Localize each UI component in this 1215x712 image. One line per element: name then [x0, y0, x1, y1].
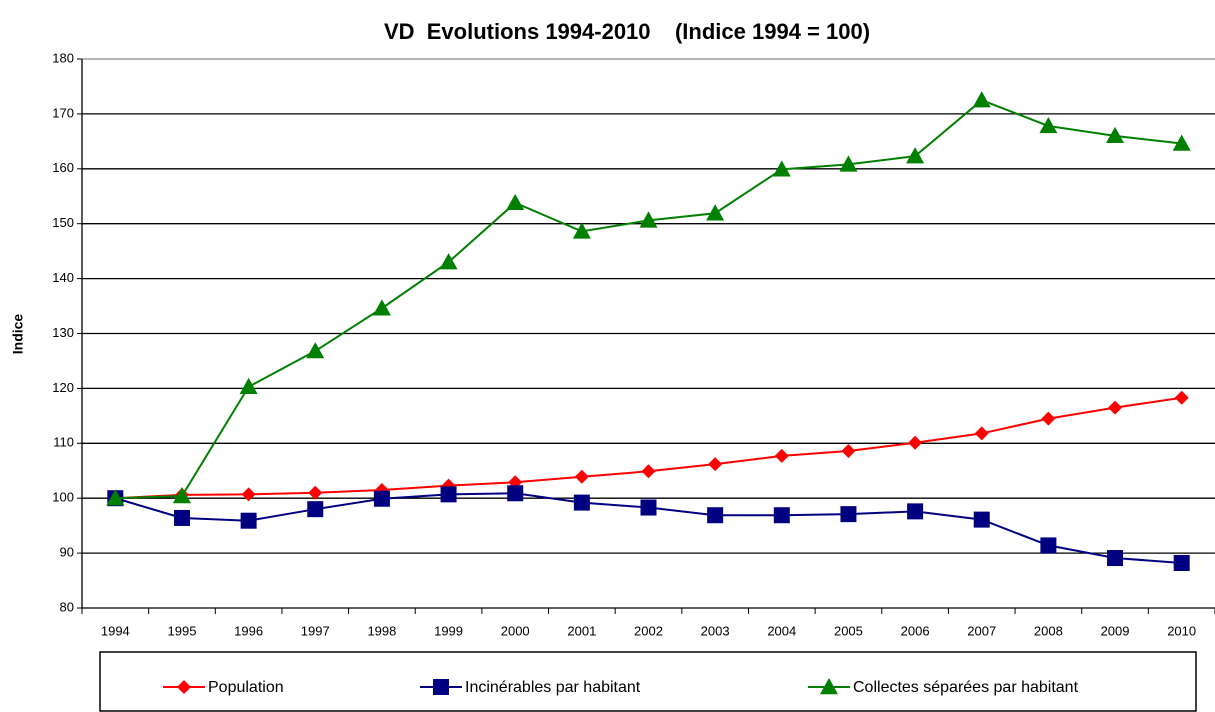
point [773, 507, 790, 524]
point [1173, 554, 1190, 571]
point [839, 155, 858, 172]
y-tick-label: 150 [52, 215, 74, 230]
y-tick-label: 140 [52, 270, 74, 285]
point [1039, 116, 1058, 134]
y-tick-label: 100 [52, 490, 74, 505]
x-tick-label: 1997 [301, 623, 330, 638]
x-tick-label: 2003 [701, 623, 730, 638]
point [639, 211, 658, 228]
point [1041, 411, 1056, 426]
x-tick-label: 2007 [967, 623, 996, 638]
x-tick-label: 2001 [567, 623, 596, 638]
legend-label: Incinérables par habitant [465, 679, 641, 696]
y-tick-label: 90 [60, 545, 74, 560]
point [106, 489, 125, 506]
y-tick-label: 170 [52, 105, 74, 120]
point [973, 511, 990, 528]
legend-label: Population [208, 679, 284, 696]
point [372, 299, 391, 316]
point [573, 494, 590, 511]
point [307, 501, 324, 518]
point [373, 490, 390, 507]
point [841, 443, 856, 458]
x-tick-label: 1999 [434, 623, 463, 638]
point [707, 507, 724, 524]
point [240, 512, 257, 529]
point [908, 435, 923, 450]
point [907, 503, 924, 520]
y-tick-label: 110 [53, 435, 74, 450]
y-tick-label: 180 [52, 50, 74, 65]
y-tick-label: 80 [60, 599, 74, 614]
x-tick-label: 1996 [234, 623, 263, 638]
point [308, 485, 323, 500]
point [1174, 390, 1189, 405]
x-tick-label: 1994 [101, 623, 130, 638]
x-tick-label: 2000 [501, 623, 530, 638]
point [774, 448, 789, 463]
point [439, 253, 458, 270]
x-tick-label: 2008 [1034, 623, 1063, 638]
point [772, 160, 791, 177]
point [706, 204, 725, 221]
x-tick-label: 2010 [1167, 623, 1196, 638]
legend-marker [433, 679, 449, 695]
x-tick-label: 2002 [634, 623, 663, 638]
point [1040, 537, 1057, 554]
y-tick-label: 160 [52, 160, 74, 175]
y-tick-label: 130 [52, 325, 74, 340]
point [906, 147, 925, 164]
series-line [115, 396, 1182, 500]
legend-label: Collectes séparées par habitant [853, 679, 1079, 696]
point [173, 509, 190, 526]
x-tick-label: 2006 [901, 623, 930, 638]
point [507, 485, 524, 502]
point [1172, 134, 1191, 151]
point [641, 464, 656, 479]
y-tick-label: 120 [52, 380, 74, 395]
x-tick-label: 1995 [168, 623, 197, 638]
legend-marker [177, 680, 191, 694]
point [506, 193, 525, 211]
x-tick-label: 1998 [367, 623, 396, 638]
x-tick-label: 2005 [834, 623, 863, 638]
legend-marker [820, 678, 838, 695]
chart-title: VD Evolutions 1994-2010 (Indice 1994 = 1… [384, 19, 870, 44]
point [241, 487, 256, 502]
point [708, 457, 723, 472]
point [840, 506, 857, 523]
y-axis-label: Indice [10, 314, 26, 355]
point [640, 499, 657, 516]
x-tick-label: 2009 [1101, 623, 1130, 638]
point [239, 377, 258, 394]
point [974, 426, 989, 441]
point [1108, 400, 1123, 415]
point [440, 486, 457, 503]
x-tick-label: 2004 [767, 623, 796, 638]
legend-box [99, 651, 1197, 712]
series-line [115, 99, 1182, 500]
point [1106, 126, 1125, 144]
point [572, 222, 591, 239]
point [574, 469, 589, 484]
point [172, 487, 191, 504]
point [306, 342, 325, 359]
point [972, 91, 991, 108]
point [1107, 550, 1124, 567]
